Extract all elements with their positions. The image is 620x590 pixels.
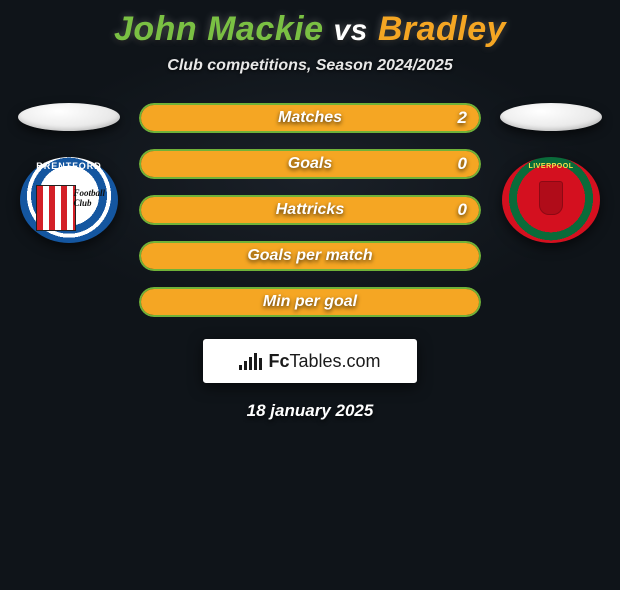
player2-name: Bradley [378, 10, 506, 48]
stat-row: Goals 0 [139, 149, 481, 179]
logo-text-rest: Tables.com [289, 351, 380, 371]
stat-label: Matches [278, 109, 342, 127]
logo-bar [259, 358, 262, 370]
player2-photo-placeholder [500, 103, 602, 131]
right-side: LIVERPOOL [499, 103, 603, 243]
logo-bar [239, 365, 242, 370]
logo-text-bold: Fc [268, 351, 289, 371]
team2-badge: LIVERPOOL [502, 157, 600, 243]
player1-photo-placeholder [18, 103, 120, 131]
fctables-logo[interactable]: FcTables.com [203, 339, 417, 383]
logo-text: FcTables.com [268, 351, 380, 372]
team1-badge: BRENTFORD [20, 157, 118, 243]
stat-row: Matches 2 [139, 103, 481, 133]
stat-row: Goals per match [139, 241, 481, 271]
team1-badge-text: BRENTFORD [20, 161, 118, 171]
subtitle: Club competitions, Season 2024/2025 [0, 57, 620, 75]
stat-label: Min per goal [263, 293, 357, 311]
logo-bars-icon [239, 352, 262, 370]
logo-bar [254, 353, 257, 370]
main-layout: BRENTFORD Matches2Goals0Hattricks0Goals … [0, 103, 620, 317]
logo-bar [249, 357, 252, 370]
stats-column: Matches 2 Goals 0 Hattricks 0 Goals per match M… [139, 103, 481, 317]
stat-label: Hattricks [276, 201, 344, 219]
stat-label: Goals [288, 155, 332, 173]
date-text: 18 january 2025 [0, 401, 620, 421]
left-side: BRENTFORD [17, 103, 121, 243]
stat-label: Goals per match [247, 247, 372, 265]
stat-row: Hattricks 0 [139, 195, 481, 225]
stat-value-right: 0 [458, 195, 467, 225]
stat-value-right: 2 [458, 103, 467, 133]
comparison-title: John Mackie vs Bradley [0, 10, 620, 49]
stat-row: Min per goal [139, 287, 481, 317]
team2-badge-text: LIVERPOOL [502, 163, 600, 170]
player1-name: John Mackie [114, 10, 324, 48]
vs-text: vs [333, 14, 367, 47]
stat-value-right: 0 [458, 149, 467, 179]
logo-bar [244, 361, 247, 370]
